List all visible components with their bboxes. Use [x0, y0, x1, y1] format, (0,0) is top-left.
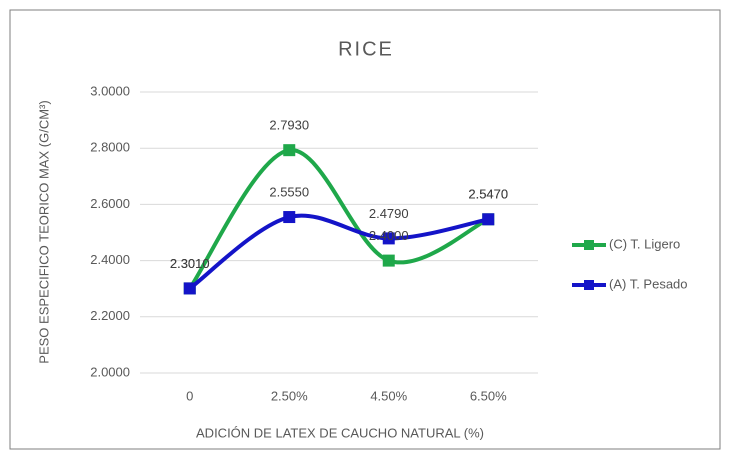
data-label: 2.4000 — [369, 228, 409, 243]
data-point — [283, 211, 296, 224]
data-label: 2.7930 — [269, 118, 309, 133]
data-point — [382, 254, 395, 267]
chart-frame — [9, 9, 721, 450]
y-axis-label: PESO ESPECIFICO TEORICO MAX (G/CM³) — [36, 100, 51, 363]
data-point — [482, 213, 495, 226]
series-line — [188, 148, 490, 290]
data-point — [382, 232, 395, 245]
data-label: 2.4790 — [369, 206, 409, 221]
data-point — [283, 144, 296, 157]
data-label: 2.5550 — [269, 184, 309, 199]
data-label: 2.3010 — [170, 256, 210, 271]
x-tick-label: 0 — [186, 388, 193, 403]
y-tick-label: 3.0000 — [90, 83, 130, 98]
series-line — [188, 213, 489, 291]
legend-marker — [584, 280, 594, 290]
x-tick-label: 2.50% — [271, 388, 308, 403]
data-label: 2.5470 — [468, 187, 508, 202]
data-label: 2.3010 — [170, 256, 210, 271]
y-tick-label: 2.0000 — [90, 364, 130, 379]
data-label: 2.5470 — [468, 187, 508, 202]
legend-marker — [584, 240, 594, 250]
y-tick-label: 2.4000 — [90, 252, 130, 267]
x-axis-label: ADICIÓN DE LATEX DE CAUCHO NATURAL (%) — [196, 425, 484, 440]
y-tick-label: 2.2000 — [90, 308, 130, 323]
x-tick-label: 4.50% — [370, 388, 407, 403]
data-point — [183, 282, 196, 295]
legend-label: (C) T. Ligero — [609, 236, 680, 251]
y-tick-label: 2.6000 — [90, 196, 130, 211]
chart-title: RICE — [338, 38, 394, 60]
legend-label: (A) T. Pesado — [609, 276, 688, 291]
x-tick-label: 6.50% — [470, 388, 507, 403]
y-tick-label: 2.8000 — [90, 140, 130, 155]
